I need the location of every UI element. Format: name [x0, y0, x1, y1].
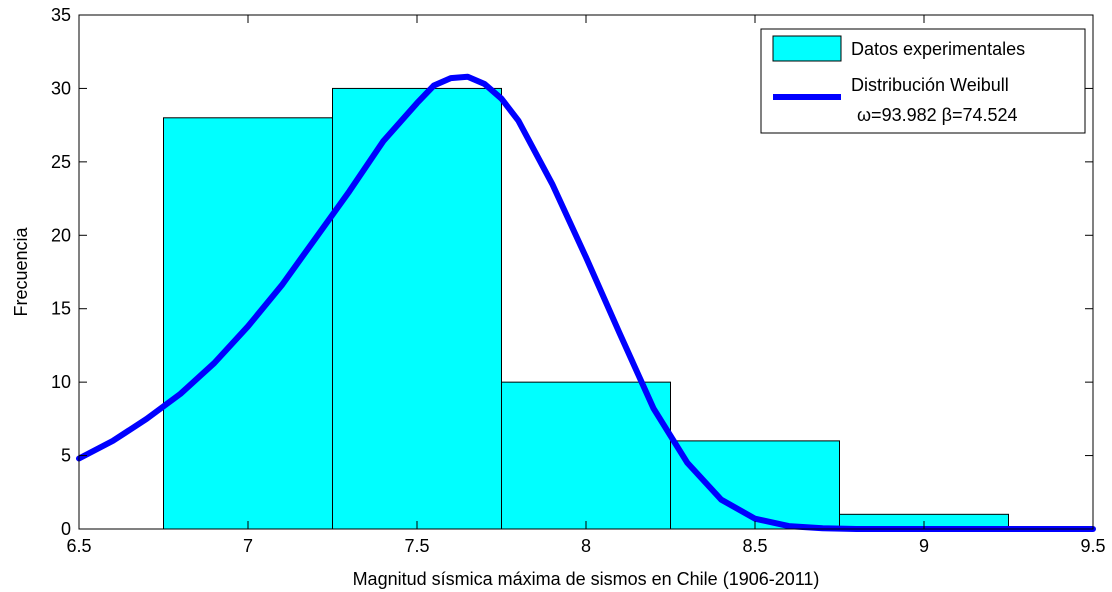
y-tick-label: 0 — [61, 519, 71, 539]
x-tick-label: 7 — [243, 536, 253, 556]
y-tick-label: 20 — [51, 225, 71, 245]
y-tick-label: 25 — [51, 152, 71, 172]
histogram-bar — [670, 440, 840, 530]
x-tick-label: 9 — [919, 536, 929, 556]
x-tick-label: 6.5 — [66, 536, 91, 556]
x-axis-ticks: 6.5 7 7.5 8 8.5 9 9.5 — [66, 15, 1106, 556]
histogram-bar — [332, 87, 502, 530]
legend: Datos experimentales Distribución Weibul… — [760, 28, 1086, 134]
y-tick-label: 15 — [51, 299, 71, 319]
histogram-bar — [501, 381, 671, 530]
y-tick-label: 35 — [51, 5, 71, 25]
weibull-curve — [76, 73, 1096, 532]
y-tick-label: 5 — [61, 446, 71, 466]
y-axis-label: Frecuencia — [11, 226, 31, 316]
x-axis-label: Magnitud sísmica máxima de sismos en Chi… — [353, 569, 820, 589]
x-tick-label: 9.5 — [1080, 536, 1105, 556]
x-tick-label: 8 — [581, 536, 591, 556]
y-tick-label: 10 — [51, 372, 71, 392]
y-tick-label: 30 — [51, 78, 71, 98]
x-tick-label: 8.5 — [742, 536, 767, 556]
legend-label-histogram: Datos experimentales — [851, 39, 1025, 59]
x-tick-label: 7.5 — [404, 536, 429, 556]
legend-label-weibull-params: ω=93.982 β=74.524 — [857, 105, 1018, 125]
legend-swatch-histogram — [772, 35, 842, 62]
legend-label-weibull: Distribución Weibull — [851, 75, 1009, 95]
y-axis-ticks: 0 5 10 15 20 25 30 35 — [51, 5, 1093, 539]
